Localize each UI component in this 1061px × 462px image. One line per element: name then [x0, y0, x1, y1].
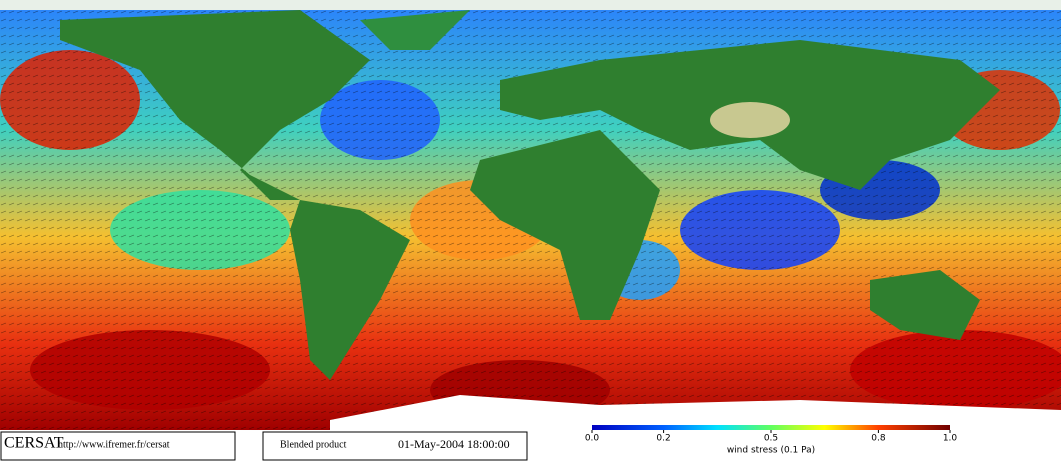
- colorbar-tick-label: 0.2: [656, 434, 670, 444]
- antarctica: [330, 395, 1061, 430]
- colorbar: [592, 425, 950, 430]
- product: Blended product: [280, 439, 347, 450]
- colorbar-tick-label: 1.0: [943, 434, 958, 444]
- colorbar-tick-label: 0.8: [871, 434, 886, 444]
- colorbar-tick-label: 0.0: [585, 434, 600, 444]
- colorbar-tick-label: 0.5: [764, 434, 778, 444]
- info-box: [262, 431, 528, 461]
- logo: CERSAT: [4, 435, 64, 452]
- map-area: [0, 0, 1061, 430]
- date: 01-May-2004 18:00:00: [398, 437, 510, 451]
- url: http://www.ifremer.fr/cersat: [58, 439, 170, 450]
- colorbar-label: wind stress (0.1 Pa): [727, 446, 815, 456]
- logo-box: [0, 431, 236, 461]
